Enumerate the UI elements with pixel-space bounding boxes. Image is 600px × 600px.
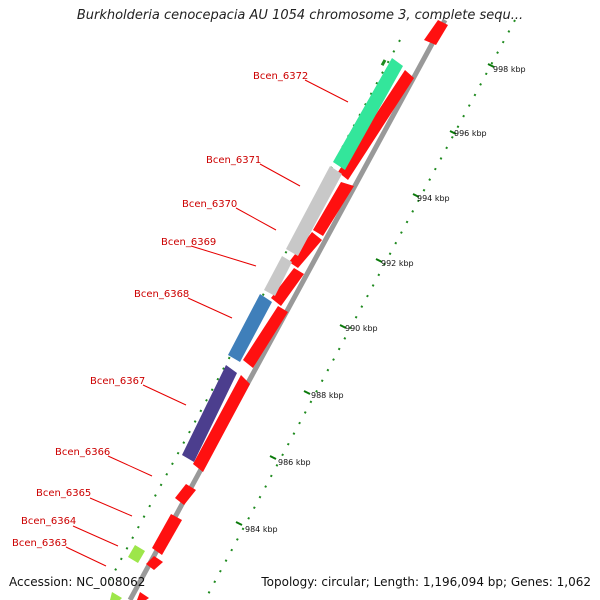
gene-block-bcen6367: [182, 365, 237, 462]
gene-block-bcen6363: [110, 592, 122, 600]
forward-strand-genes: [110, 58, 403, 600]
gene-arrow: [146, 556, 163, 570]
gene-label[interactable]: Bcen_6372: [253, 71, 308, 82]
tick-label: 996 kbp: [454, 129, 487, 138]
gene-label[interactable]: Bcen_6370: [182, 199, 237, 210]
gene-arrow: [313, 182, 354, 236]
tick-label: 986 kbp: [278, 458, 311, 467]
gene-block-bcen6368: [228, 294, 272, 362]
gene-arrow: [152, 514, 182, 555]
gene-arrow: [137, 592, 149, 600]
tick-label: 994 kbp: [417, 194, 450, 203]
gene-arrow: [289, 232, 322, 268]
gene-block-bcen6371: [286, 166, 342, 256]
tick-label: 988 kbp: [311, 391, 344, 400]
tick-label: 984 kbp: [245, 525, 278, 534]
gene-arrow: [338, 70, 414, 180]
gene-arrow: [193, 375, 250, 472]
gene-label[interactable]: Bcen_6369: [161, 237, 216, 248]
gene-arrow: [175, 484, 196, 505]
gene-label[interactable]: Bcen_6368: [134, 289, 189, 300]
reverse-strand-genes: [137, 20, 448, 600]
gene-block-bcen6372: [333, 58, 403, 170]
tick-marks: [235, 63, 495, 526]
gene-label[interactable]: Bcen_6367: [90, 376, 145, 387]
tick-label: 998 kbp: [493, 65, 526, 74]
map-title: Burkholderia cenocepacia AU 1054 chromos…: [76, 8, 524, 23]
gene-arrow: [424, 20, 448, 45]
outer-tick-track: [204, 19, 516, 600]
backbone-line: [127, 18, 448, 600]
accession-label: Accession: NC_008062: [9, 575, 146, 589]
gene-arrow: [271, 268, 304, 306]
gene-arrow: [243, 306, 288, 368]
gene-label[interactable]: Bcen_6363: [12, 538, 67, 549]
gene-label[interactable]: Bcen_6365: [36, 488, 91, 499]
gene-label[interactable]: Bcen_6371: [206, 155, 261, 166]
topology-label: Topology: circular; Length: 1,196,094 bp…: [261, 575, 591, 589]
tick-label: 992 kbp: [381, 259, 414, 268]
gene-label-leaders: [65, 79, 349, 567]
gene-block-bcen6370: [264, 256, 292, 296]
tick-label: 990 kbp: [345, 324, 378, 333]
gene-block-bcen6364: [128, 545, 145, 563]
gene-label[interactable]: Bcen_6364: [21, 516, 76, 527]
gene-label[interactable]: Bcen_6366: [55, 447, 110, 458]
